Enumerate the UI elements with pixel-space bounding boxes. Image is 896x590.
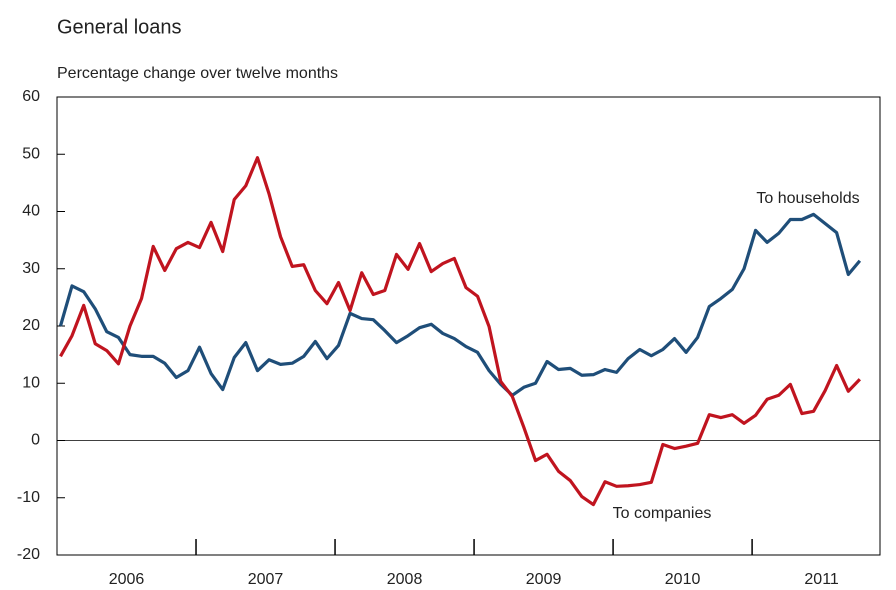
x-tick-label: 2010	[665, 571, 701, 588]
annotation: To companies	[613, 505, 712, 522]
chart-subtitle: Percentage change over twelve months	[57, 65, 338, 82]
y-tick-label: 50	[22, 145, 40, 162]
x-tick-label: 2009	[526, 571, 562, 588]
series-line	[58, 212, 862, 397]
y-tick-label: -20	[17, 546, 40, 563]
x-tick-label: 2006	[109, 571, 145, 588]
y-tick-label: 30	[22, 260, 40, 277]
x-tick-label: 2008	[387, 571, 423, 588]
plot-frame	[56, 96, 881, 556]
y-tick-label: 10	[22, 374, 40, 391]
y-tick-label: 60	[22, 88, 40, 105]
y-tick-label: 0	[31, 432, 40, 449]
annotation: To households	[756, 190, 859, 207]
x-tick-label: 2011	[804, 571, 839, 588]
y-tick-label: 40	[22, 203, 40, 220]
y-tick-label: -10	[17, 489, 40, 506]
series-line	[59, 156, 861, 507]
y-tick-label: 20	[22, 317, 40, 334]
chart-title: General loans	[57, 16, 182, 38]
x-tick-label: 2007	[248, 571, 284, 588]
